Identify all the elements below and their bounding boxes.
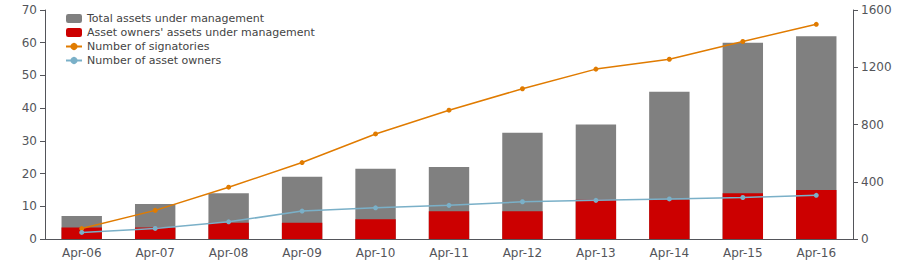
svg-text:30: 30 (22, 134, 37, 148)
svg-text:20: 20 (22, 167, 37, 181)
svg-text:Apr-06: Apr-06 (62, 246, 102, 260)
svg-text:60: 60 (22, 36, 37, 50)
svg-text:1600: 1600 (861, 3, 892, 17)
svg-text:800: 800 (861, 118, 884, 132)
svg-text:Apr-10: Apr-10 (356, 246, 396, 260)
svg-text:1200: 1200 (861, 60, 892, 74)
svg-text:70: 70 (22, 3, 37, 17)
svg-text:400: 400 (861, 175, 884, 189)
svg-text:Apr-09: Apr-09 (282, 246, 322, 260)
svg-text:Apr-07: Apr-07 (135, 246, 175, 260)
svg-text:50: 50 (22, 68, 37, 82)
svg-text:0: 0 (29, 232, 37, 246)
svg-text:Apr-12: Apr-12 (503, 246, 543, 260)
svg-text:Number of signatories: Number of signatories (87, 40, 210, 53)
svg-text:Apr-08: Apr-08 (209, 246, 249, 260)
svg-text:10: 10 (22, 199, 37, 213)
svg-text:Total assets under management: Total assets under management (86, 12, 265, 25)
svg-text:Apr-16: Apr-16 (796, 246, 836, 260)
svg-text:Number of asset owners: Number of asset owners (87, 54, 222, 67)
svg-text:Apr-14: Apr-14 (650, 246, 690, 260)
svg-text:40: 40 (22, 101, 37, 115)
svg-text:Apr-11: Apr-11 (429, 246, 469, 260)
svg-text:Apr-15: Apr-15 (723, 246, 763, 260)
svg-text:Apr-13: Apr-13 (576, 246, 616, 260)
svg-text:Asset owners' assets under man: Asset owners' assets under management (87, 26, 315, 39)
svg-text:0: 0 (861, 232, 869, 246)
